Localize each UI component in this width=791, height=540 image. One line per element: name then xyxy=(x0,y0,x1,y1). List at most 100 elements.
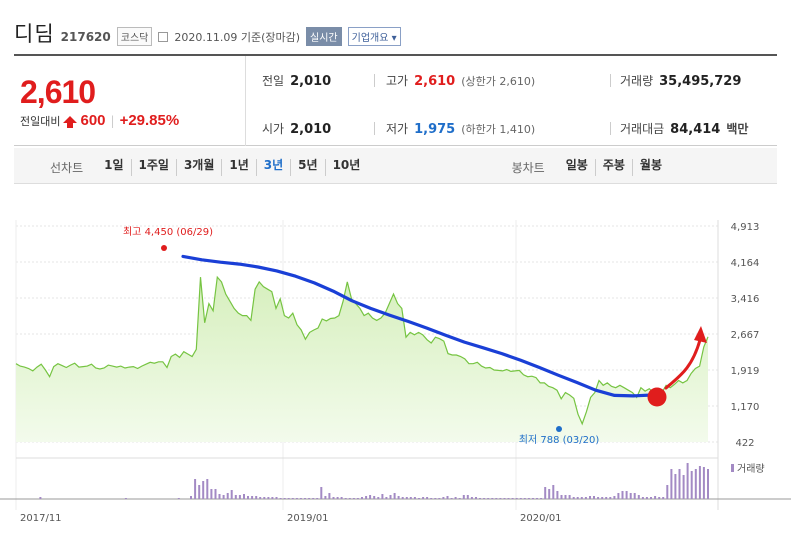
volume-bar xyxy=(686,463,689,499)
tab-1[interactable]: 1주일 xyxy=(130,159,176,176)
volume-bar xyxy=(593,496,595,499)
y-axis: 4,913 4,164 3,416 2,667 1,919 1,170 422 xyxy=(731,222,760,449)
volume-bar xyxy=(344,498,347,499)
change-percent: +29.85% xyxy=(119,112,180,129)
x-tick-label: 2019/01 xyxy=(287,513,329,524)
volume-bar xyxy=(458,498,461,499)
volume-bar xyxy=(519,498,522,499)
divider xyxy=(610,122,611,135)
min-point xyxy=(556,426,562,432)
low-price: 저가 1,975 (하한가 1,410) xyxy=(386,120,535,137)
tab-0[interactable]: 1일 xyxy=(104,158,124,172)
volume-bar xyxy=(527,498,530,499)
price-chart: 4,913 4,164 3,416 2,667 1,919 1,170 422 거래량 20… xyxy=(0,220,791,524)
volume-bar xyxy=(267,497,270,499)
volume-bar xyxy=(198,485,201,499)
turnover-label: 거래대금 xyxy=(620,122,665,136)
volume-bar xyxy=(397,496,400,499)
volume-bar xyxy=(658,497,661,499)
volume-bar xyxy=(422,497,425,499)
volume-bar xyxy=(511,498,514,499)
volume-bar xyxy=(446,496,449,499)
divider: | xyxy=(110,113,115,128)
volume-bars: 거래량 xyxy=(0,457,791,500)
volume-bar xyxy=(413,497,416,499)
volume-bar xyxy=(234,495,237,499)
volume-bar xyxy=(373,496,376,499)
price-area xyxy=(15,275,709,442)
x-axis: 2017/11 2019/01 2020/01 xyxy=(20,513,562,524)
volume-bar xyxy=(230,490,233,499)
open-label: 시가 xyxy=(262,122,285,136)
volume-bar xyxy=(243,494,245,499)
volume-bar xyxy=(552,485,555,499)
high-price: 고가 2,610 (상한가 2,610) xyxy=(386,72,535,89)
volume-value: 35,495,729 xyxy=(659,74,742,89)
volume-bar xyxy=(479,498,481,499)
volume-bar xyxy=(507,498,510,499)
candle-tab-2[interactable]: 월봉 xyxy=(631,159,669,176)
volume-bar xyxy=(532,498,534,499)
candle-tab-0[interactable]: 일봉 xyxy=(565,158,588,172)
volume-bar xyxy=(393,493,396,499)
volume-bar xyxy=(401,497,404,499)
volume-bar xyxy=(654,496,657,499)
volume-bar xyxy=(438,498,441,499)
volume-legend-label: 거래량 xyxy=(737,463,765,475)
volume-bar xyxy=(291,498,294,499)
candle-tab-1[interactable]: 주봉 xyxy=(594,159,632,176)
volume-bar xyxy=(247,496,249,499)
volume-bar xyxy=(218,494,221,499)
volume-bar xyxy=(308,498,311,499)
volume-bar xyxy=(662,497,665,499)
company-overview-dropdown[interactable]: 기업개요 ▾ xyxy=(347,27,401,46)
volume-bar xyxy=(641,497,644,499)
volume-bar xyxy=(304,498,306,499)
market-badge: 코스닥 xyxy=(116,27,153,46)
prev-close-value: 2,010 xyxy=(290,74,332,89)
volume-bar xyxy=(637,495,640,499)
chart-period-tabs: 선차트 1일 1주일 3개월 1년 3년 5년 10년 봉차트 일봉 주봉 월봉 xyxy=(14,148,777,184)
volume-bar xyxy=(255,496,258,499)
volume-bar xyxy=(670,469,673,499)
volume-bar xyxy=(568,495,571,499)
volume-bar xyxy=(690,471,693,499)
volume-bar xyxy=(385,497,388,499)
volume-bar xyxy=(328,493,331,499)
volume-bar xyxy=(222,495,225,499)
volume-bar xyxy=(650,497,652,499)
volume-legend-swatch xyxy=(731,464,734,472)
volume-bar xyxy=(389,495,392,499)
volume-bar xyxy=(548,489,551,499)
volume-bar xyxy=(707,469,709,499)
open-price: 시가 2,010 xyxy=(262,120,331,137)
volume-bar xyxy=(283,498,286,499)
y-tick-label: 2,667 xyxy=(731,330,760,341)
tab-4[interactable]: 3년 xyxy=(255,159,290,176)
volume-bar xyxy=(365,496,368,499)
volume-bar xyxy=(348,498,351,499)
tab-3[interactable]: 1년 xyxy=(221,159,255,176)
volume-bar xyxy=(287,498,290,499)
volume-bar xyxy=(515,498,518,499)
volume-bar xyxy=(226,493,229,499)
realtime-button[interactable]: 실시간 xyxy=(306,27,342,46)
tab-5[interactable]: 5년 xyxy=(290,159,324,176)
tab-6[interactable]: 10년 xyxy=(324,159,368,176)
tab-2[interactable]: 3개월 xyxy=(175,159,221,176)
turnover-value: 84,414 xyxy=(670,122,721,137)
turnover-stat: 거래대금 84,414 백만 xyxy=(620,120,748,137)
volume-bar xyxy=(430,498,433,499)
change-row: 전일대비 600 | +29.85% xyxy=(20,112,179,129)
change-amount: 600 xyxy=(80,112,106,129)
current-point-marker xyxy=(647,387,667,407)
volume-bar xyxy=(523,498,526,499)
x-tick-label: 2017/11 xyxy=(20,513,62,524)
volume-bar xyxy=(678,469,681,499)
volume-bar xyxy=(450,498,453,499)
volume-bar xyxy=(361,497,363,499)
volume-bar xyxy=(320,487,323,499)
y-tick-label: 1,170 xyxy=(731,402,760,413)
up-arrow-icon xyxy=(63,115,78,128)
volume-bar xyxy=(340,497,343,499)
